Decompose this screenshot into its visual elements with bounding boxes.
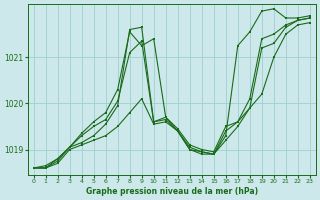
- X-axis label: Graphe pression niveau de la mer (hPa): Graphe pression niveau de la mer (hPa): [86, 187, 258, 196]
